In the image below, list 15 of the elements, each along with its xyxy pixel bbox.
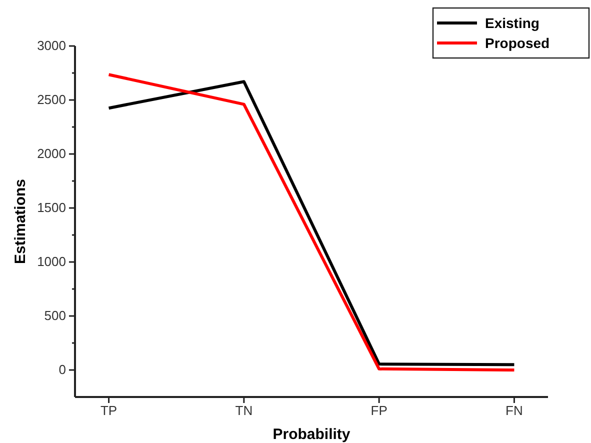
y-tick-label: 2500 [37,92,66,108]
y-tick-label: 3000 [37,38,66,54]
y-tick-label: 500 [44,308,66,324]
legend-label: Existing [485,15,540,31]
legend-label: Proposed [485,35,550,51]
y-tick-label: 1500 [37,200,66,216]
x-tick-label: FN [506,403,523,418]
y-tick-label: 1000 [37,254,66,270]
x-tick-label: TP [100,403,118,418]
y-tick-label: 2000 [37,146,66,162]
x-axis-title: Probability [272,426,351,443]
x-tick-label: TN [235,403,253,418]
x-tick-label: FP [370,403,388,418]
y-tick-label: 0 [58,362,66,378]
y-axis-title: Estimations [12,178,29,264]
